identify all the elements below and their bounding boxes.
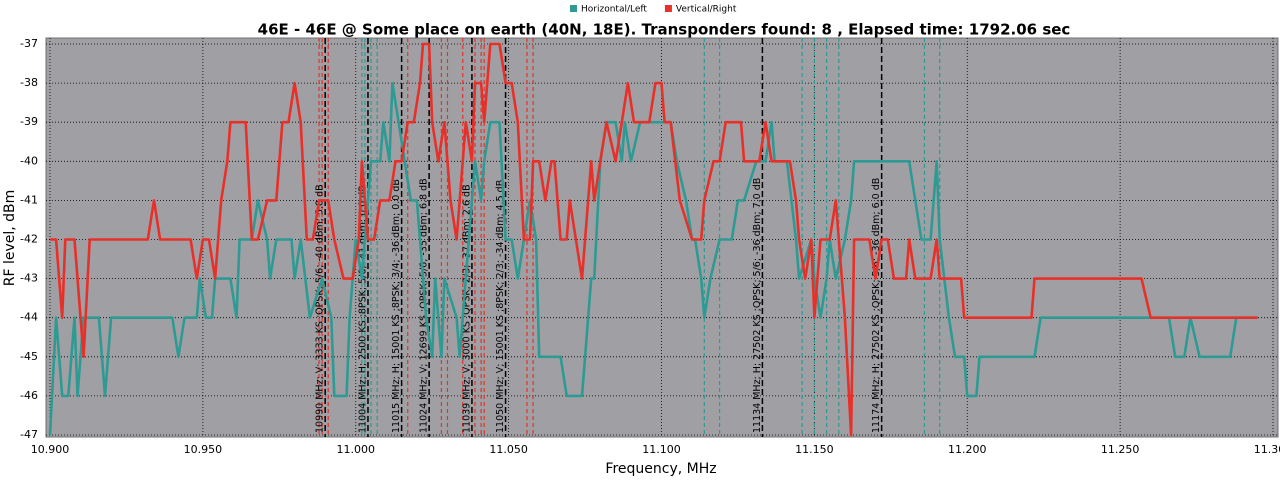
x-tick-label: 11.200 bbox=[948, 443, 987, 456]
x-tick-label: 11.050 bbox=[489, 443, 528, 456]
chart-title: 46E - 46E @ Some place on earth (40N, 18… bbox=[258, 21, 1071, 39]
y-tick-label: -39 bbox=[20, 115, 38, 128]
series-line bbox=[48, 81, 1258, 436]
legend-label: Horizontal/Left bbox=[581, 5, 647, 15]
y-tick-label: -37 bbox=[20, 37, 38, 50]
legend-swatch bbox=[664, 5, 672, 12]
x-tick-label: 11.250 bbox=[1101, 443, 1140, 456]
y-axis-label: RF level, dBm bbox=[2, 190, 18, 287]
annotation: 11134 MHz; H; 27502 KS ;QPSK; 5/6; -36 d… bbox=[752, 178, 763, 433]
y-tick-label: -47 bbox=[20, 428, 38, 441]
y-tick-label: -41 bbox=[20, 193, 38, 206]
annotation: 11050 MHz; V; 15001 KS ;8PSK; 2/3; -34 d… bbox=[495, 180, 506, 433]
y-tick-label: -40 bbox=[20, 154, 38, 167]
x-tick-label: 11.300 bbox=[1254, 443, 1280, 456]
annotation: 11039 MHz; V; 3000 KS ;QPSK; 2/3; -37 dB… bbox=[461, 184, 472, 433]
x-tick-label: 10.950 bbox=[184, 443, 223, 456]
y-tick-label: -43 bbox=[20, 272, 38, 285]
annotation: 11015 MHz; H; 15001 KS ;8PSK; 3/4; -36 d… bbox=[391, 179, 402, 433]
y-tick-label: -42 bbox=[20, 233, 38, 246]
y-tick-label: -46 bbox=[20, 389, 38, 402]
annotation: 11174 MHz; H; 27502 KS ;QPSK; 5/6; -36 d… bbox=[871, 178, 882, 433]
x-tick-label: 10.900 bbox=[31, 443, 70, 456]
y-tick-label: -44 bbox=[20, 311, 38, 324]
legend-label: Vertical/Right bbox=[676, 5, 737, 15]
x-tick-label: 11.000 bbox=[337, 443, 376, 456]
x-axis-label: Frequency, MHz bbox=[605, 461, 716, 477]
legend-swatch bbox=[570, 5, 577, 12]
annotation: 10990 MHz; V; 3333 KS ;QPSK; 5/6; -40 dB… bbox=[315, 184, 326, 433]
annotation: 11004 MHz; H; 2500 KS ;8PSK; 5/6; -41 dB… bbox=[357, 185, 368, 433]
series-line bbox=[50, 42, 1258, 437]
x-tick-label: 11.100 bbox=[642, 443, 681, 456]
y-tick-label: -45 bbox=[20, 350, 38, 363]
x-tick-label: 11.150 bbox=[795, 443, 834, 456]
y-tick-label: -38 bbox=[20, 76, 38, 89]
